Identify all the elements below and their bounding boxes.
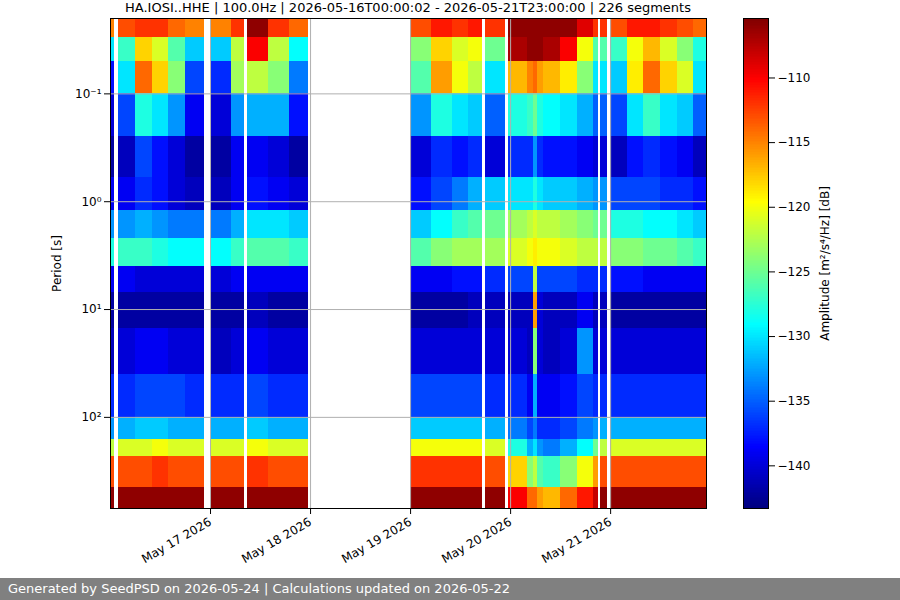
html-text:HA.IOSI..HHE | 100.0Hz | 2026-: HA.IOSI..HHE | 100.0Hz | 2026-05-16T00:0…: [125, 0, 691, 15]
svg-text:−135: −135: [778, 394, 811, 408]
svg-text:−120: −120: [778, 200, 811, 214]
svg-text:May 20 2026: May 20 2026: [439, 515, 514, 566]
svg-text:May 18 2026: May 18 2026: [239, 515, 314, 566]
html-text:Generated by SeedPSD on 2026-0: Generated by SeedPSD on 2026-05-24 | Cal…: [8, 581, 510, 596]
svg-text:−125: −125: [778, 265, 811, 279]
svg-text:May 19 2026: May 19 2026: [339, 515, 414, 566]
svg-text:Amplitude [m²/s⁴/Hz] [dB]: Amplitude [m²/s⁴/Hz] [dB]: [818, 186, 832, 341]
svg-text:10¹: 10¹: [81, 302, 101, 316]
svg-text:May 21 2026: May 21 2026: [539, 515, 614, 566]
svg-text:May 17 2026: May 17 2026: [139, 515, 214, 566]
svg-text:−130: −130: [778, 329, 811, 343]
svg-text:10²: 10²: [81, 410, 101, 424]
svg-text:Period [s]: Period [s]: [50, 235, 64, 292]
svg-text:10⁰: 10⁰: [81, 195, 101, 209]
svg-text:10⁻¹: 10⁻¹: [75, 87, 102, 101]
svg-text:−140: −140: [778, 459, 811, 473]
svg-text:−115: −115: [778, 135, 811, 149]
svg-text:−110: −110: [778, 71, 811, 85]
